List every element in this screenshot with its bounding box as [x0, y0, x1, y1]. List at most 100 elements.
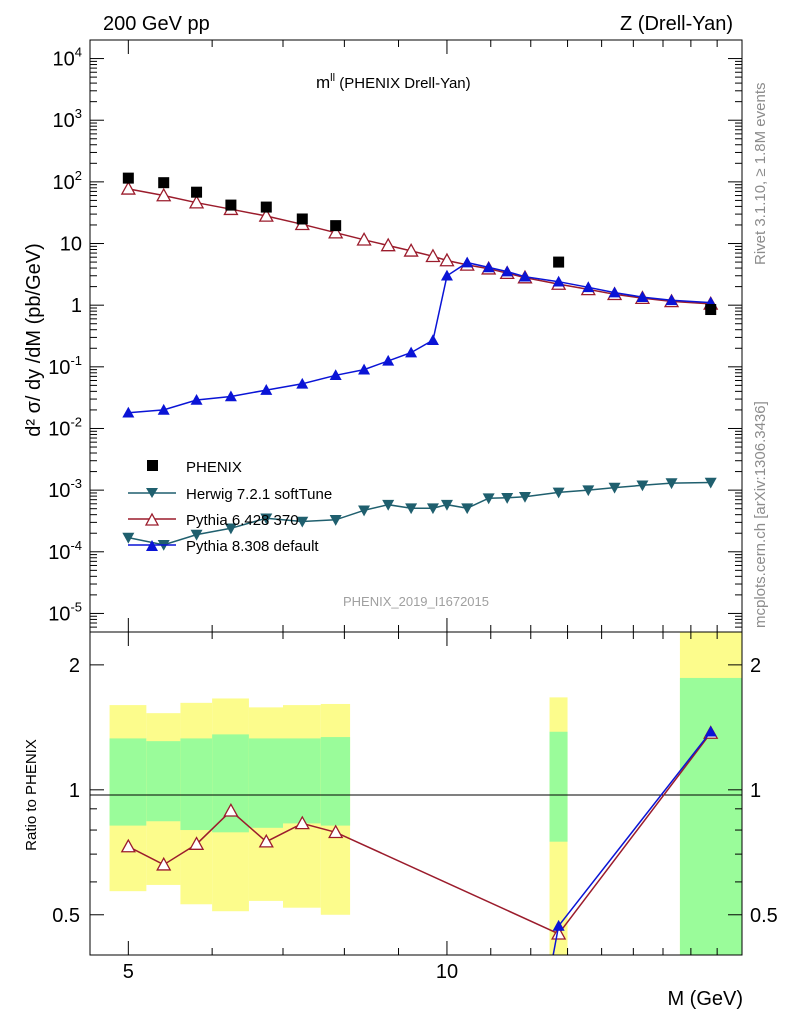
data-point-herwig	[190, 529, 203, 541]
header-right: Z (Drell-Yan)	[620, 13, 733, 35]
ratio-band-inner	[180, 738, 213, 831]
plot-title-sup: ll	[330, 72, 335, 84]
data-point-pythia6	[258, 208, 274, 222]
plot-title-main: m	[316, 73, 330, 92]
x-axis-label: M (GeV)	[667, 988, 743, 1010]
ratio-point-pythia8	[704, 725, 717, 737]
ratio-bands	[109, 632, 742, 955]
legend-label-pythia8: Pythia 8.308 default	[186, 538, 319, 555]
data-point-herwig	[358, 505, 371, 517]
data-point-herwig	[405, 503, 418, 515]
ratio-band-inner	[320, 737, 351, 826]
legend-item-pythia8: Pythia 8.308 default	[128, 538, 319, 555]
legend-item-pythia6: Pythia 6.428 370	[128, 512, 299, 529]
main-y-tick-label: 10-5	[48, 599, 82, 625]
data-point-herwig	[426, 503, 439, 515]
data-point-pythia8	[608, 286, 621, 298]
data-point-phenix	[553, 256, 565, 268]
legend: PHENIX Herwig 7.2.1 softTune Pythia 6.42…	[128, 459, 332, 555]
legend-item-herwig: Herwig 7.2.1 softTune	[128, 486, 332, 503]
data-point-pythia6	[356, 231, 372, 246]
ratio-band-inner	[549, 731, 568, 842]
data-point-pythia8	[157, 403, 170, 415]
data-point-pythia8	[329, 369, 342, 381]
data-point-herwig	[704, 477, 717, 489]
data-point-pythia6	[120, 181, 136, 195]
main-y-tick-label: 10	[60, 234, 82, 256]
ratio-band-inner	[146, 741, 181, 822]
ratio-point-pythia6	[551, 925, 567, 940]
ratio-point-pythia6	[294, 815, 310, 830]
data-point-herwig	[582, 485, 595, 497]
data-point-pythia8	[190, 393, 203, 405]
series-line-pythia8	[128, 261, 711, 414]
data-point-pythia8	[122, 406, 135, 418]
main-y-tick-label: 10-4	[48, 538, 82, 564]
main-y-axis-label: d² σ/ dy /dM (pb/GeV)	[23, 243, 45, 437]
data-point-pythia6	[188, 194, 205, 209]
ratio-x-tick-label: 10	[436, 961, 458, 983]
ratio-point-pythia6	[258, 833, 274, 848]
ratio-point-pythia6	[120, 838, 136, 853]
legend-marker-phenix	[147, 460, 158, 471]
data-point-phenix	[158, 177, 170, 189]
legend-marker-herwig	[146, 488, 158, 498]
data-point-phenix	[191, 186, 203, 198]
data-point-pythia8	[461, 256, 474, 268]
data-point-pythia8	[426, 334, 439, 346]
data-point-phenix	[260, 201, 272, 213]
main-y-tick-label: 10-3	[48, 476, 82, 502]
data-point-pythia8	[636, 291, 649, 302]
data-point-herwig	[329, 515, 342, 526]
data-point-pythia8	[665, 294, 678, 306]
data-point-herwig	[382, 499, 395, 511]
ratio-point-pythia6	[223, 802, 239, 817]
data-point-phenix	[296, 213, 308, 225]
ratio-point-pythia6	[328, 824, 344, 839]
legend-marker-pythia8	[146, 540, 158, 551]
watermark: PHENIX_2019_I1672015	[343, 594, 489, 609]
data-point-pythia8	[482, 261, 495, 273]
main-panel: 10-5 10-4 10-3 10-2 10-1 1 10 102 103 104 mll (PH…	[23, 39, 743, 633]
data-point-pythia8	[358, 363, 371, 375]
ratio-y-tick-label-right: 1	[750, 780, 761, 802]
ratio-point-pythia8	[552, 919, 565, 931]
data-point-herwig	[482, 493, 495, 505]
data-point-herwig	[122, 532, 135, 544]
main-x-ticks	[127, 40, 743, 632]
data-point-pythia6	[403, 243, 419, 257]
ratio-band-inner	[212, 734, 249, 833]
main-y-tick-label: 102	[53, 168, 82, 194]
data-point-pythia8	[440, 269, 453, 281]
main-y-tick-label: 103	[53, 106, 82, 132]
legend-label-pythia6: Pythia 6.428 370	[186, 512, 299, 529]
data-point-pythia6	[380, 237, 396, 252]
rivet-side-text: Rivet 3.1.10, ≥ 1.8M events	[752, 83, 769, 266]
legend-marker-pythia6	[144, 512, 160, 526]
data-point-pythia8	[296, 377, 309, 389]
legend-label-phenix: PHENIX	[186, 459, 242, 476]
main-y-tick-label: 104	[53, 45, 82, 71]
ratio-band-inner	[109, 738, 147, 826]
main-series	[120, 172, 719, 551]
data-point-herwig	[501, 493, 514, 504]
data-point-herwig	[224, 523, 237, 535]
main-y-tick-label: 10-2	[48, 414, 82, 440]
data-point-pythia8	[260, 384, 273, 395]
data-point-herwig	[296, 516, 309, 528]
data-point-pythia8	[582, 281, 595, 293]
ratio-frame	[89, 631, 743, 956]
mcplots-side-text: mcplots.cern.ch [arXiv:1306.3436]	[752, 401, 769, 628]
data-point-pythia8	[405, 346, 418, 358]
data-point-herwig	[636, 480, 649, 492]
ratio-y-axis-label: Ratio to PHENIX	[23, 739, 40, 851]
data-point-herwig	[440, 499, 453, 511]
ratio-band-inner	[679, 677, 742, 955]
data-point-phenix	[330, 220, 342, 232]
legend-label-herwig: Herwig 7.2.1 softTune	[186, 486, 332, 503]
data-point-pythia8	[224, 390, 237, 402]
data-point-pythia8	[518, 270, 531, 282]
data-point-pythia8	[552, 275, 565, 287]
ratio-point-pythia6	[188, 836, 205, 850]
main-y-ticks: 10-5 10-4 10-3 10-2 10-1 1 10 102 103 104	[48, 39, 742, 628]
